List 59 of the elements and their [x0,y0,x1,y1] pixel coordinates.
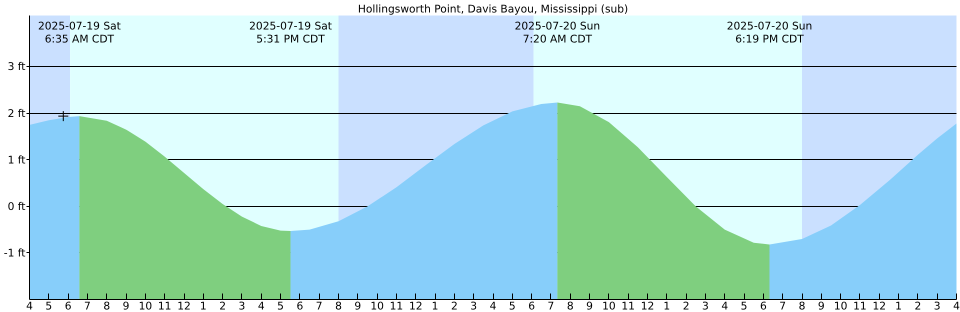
x-tick-label: 8 [103,300,110,312]
x-tick-label: 11 [158,300,172,312]
x-tick-label: 3 [470,300,478,312]
x-tick-label: 12 [177,300,191,312]
x-tick-label: 8 [335,300,342,312]
y-tick-label: 3 ft [8,60,26,74]
x-tick-label: 10 [370,300,384,312]
x-tick-label: 11 [853,300,867,312]
x-tick-label: 9 [586,300,594,312]
annotation: 2025-07-20 Sun 6:19 PM CDT [726,20,812,46]
x-tick-label: 7 [316,300,323,312]
x-tick-label: 9 [354,300,362,312]
x-tick-label: 7 [779,300,786,312]
x-tick-label: 6 [296,300,304,312]
x-tick-label: 2 [450,300,458,312]
x-tick-label: 6 [64,300,72,312]
x-tick-label: 9 [122,300,130,312]
x-tick-label: 10 [834,300,848,312]
x-tick-label: 10 [602,300,616,312]
y-tick-label: 1 ft [8,153,26,166]
x-tick-label: 4 [721,300,728,312]
x-tick-label: 6 [760,300,767,312]
y-tick-label: 2 ft [8,106,26,120]
x-tick-label: 11 [621,300,635,312]
x-tick-label: 2 [219,300,226,312]
x-tick-label: 7 [84,300,91,312]
x-tick-label: 3 [238,300,246,312]
x-tick-label: 8 [798,300,806,312]
x-tick-label: 11 [390,300,404,312]
x-tick-label: 3 [702,300,709,312]
x-tick-label: 5 [45,300,52,312]
x-tick-label: 6 [528,300,536,312]
x-tick-label: 2 [682,300,690,312]
x-tick-label: 4 [26,300,34,312]
x-tick-label: 1 [200,300,207,312]
x-tick-label: 1 [432,300,438,312]
x-tick-label: 8 [566,300,574,312]
chart-title: Hollingsworth Point, Davis Bayou, Mississippi (sub) [358,2,628,16]
x-tick-label: 1 [663,300,670,312]
annotation: 2025-07-20 Sun 7:20 AM CDT [514,20,600,46]
x-tick-label: 10 [138,300,152,312]
annotation: 2025-07-19 Sat 5:31 PM CDT [249,20,332,46]
annotation: 2025-07-19 Sat 6:35 AM CDT [38,20,121,46]
x-tick-label: 5 [277,300,284,312]
x-tick-label: 4 [490,300,497,312]
x-tick-label: 1 [895,300,902,312]
y-tick-label: -1 ft [4,246,26,260]
y-tick-label: 0 ft [8,200,26,213]
x-tick-label: 5 [740,300,748,312]
x-tick-label: 4 [953,300,960,312]
x-tick-label: 4 [258,300,265,312]
x-tick-label: 12 [640,300,654,312]
x-tick-label: 9 [818,300,825,312]
x-tick-label: 2 [914,300,922,312]
x-tick-label: 12 [872,300,886,312]
x-tick-label: 7 [548,300,554,312]
x-tick-label: 3 [934,300,941,312]
x-tick-label: 12 [408,300,423,312]
x-tick-label: 5 [508,300,516,312]
